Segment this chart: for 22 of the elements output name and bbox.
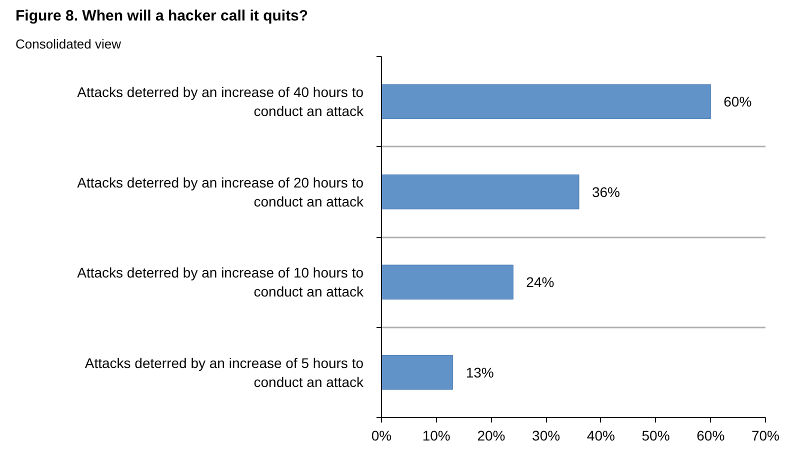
bar (382, 174, 580, 210)
bar (382, 264, 514, 300)
x-tick-label: 60% (696, 428, 725, 444)
y-tick-label: Attacks deterred by an increase of 20 hours to conduct an attack (77, 174, 364, 210)
text: Consolidated view (16, 36, 122, 52)
x-tick-label: 70% (751, 428, 780, 444)
x-tick-label: 10% (422, 428, 450, 444)
x-tick-label: 30% (532, 428, 560, 444)
data-label: 24% (526, 274, 554, 290)
data-label: 13% (466, 364, 494, 380)
bar (382, 354, 454, 390)
text: Figure 8. When will a hacker call it quits? (16, 8, 308, 24)
x-tick-label: 0% (371, 428, 392, 444)
bar (382, 84, 711, 120)
y-tick-label: Attacks deterred by an increase of 10 hours to conduct an attack (77, 264, 364, 300)
data-label: 60% (724, 94, 752, 110)
y-tick-label: Attacks deterred by an increase of 5 hours to conduct an attack (84, 354, 364, 390)
y-tick-label: Attacks deterred by an increase of 40 hours to conduct an attack (77, 84, 364, 120)
x-tick-label: 20% (477, 428, 506, 444)
data-label: 36% (592, 184, 620, 200)
x-tick-label: 50% (642, 428, 670, 444)
x-tick-label: 40% (586, 428, 615, 444)
